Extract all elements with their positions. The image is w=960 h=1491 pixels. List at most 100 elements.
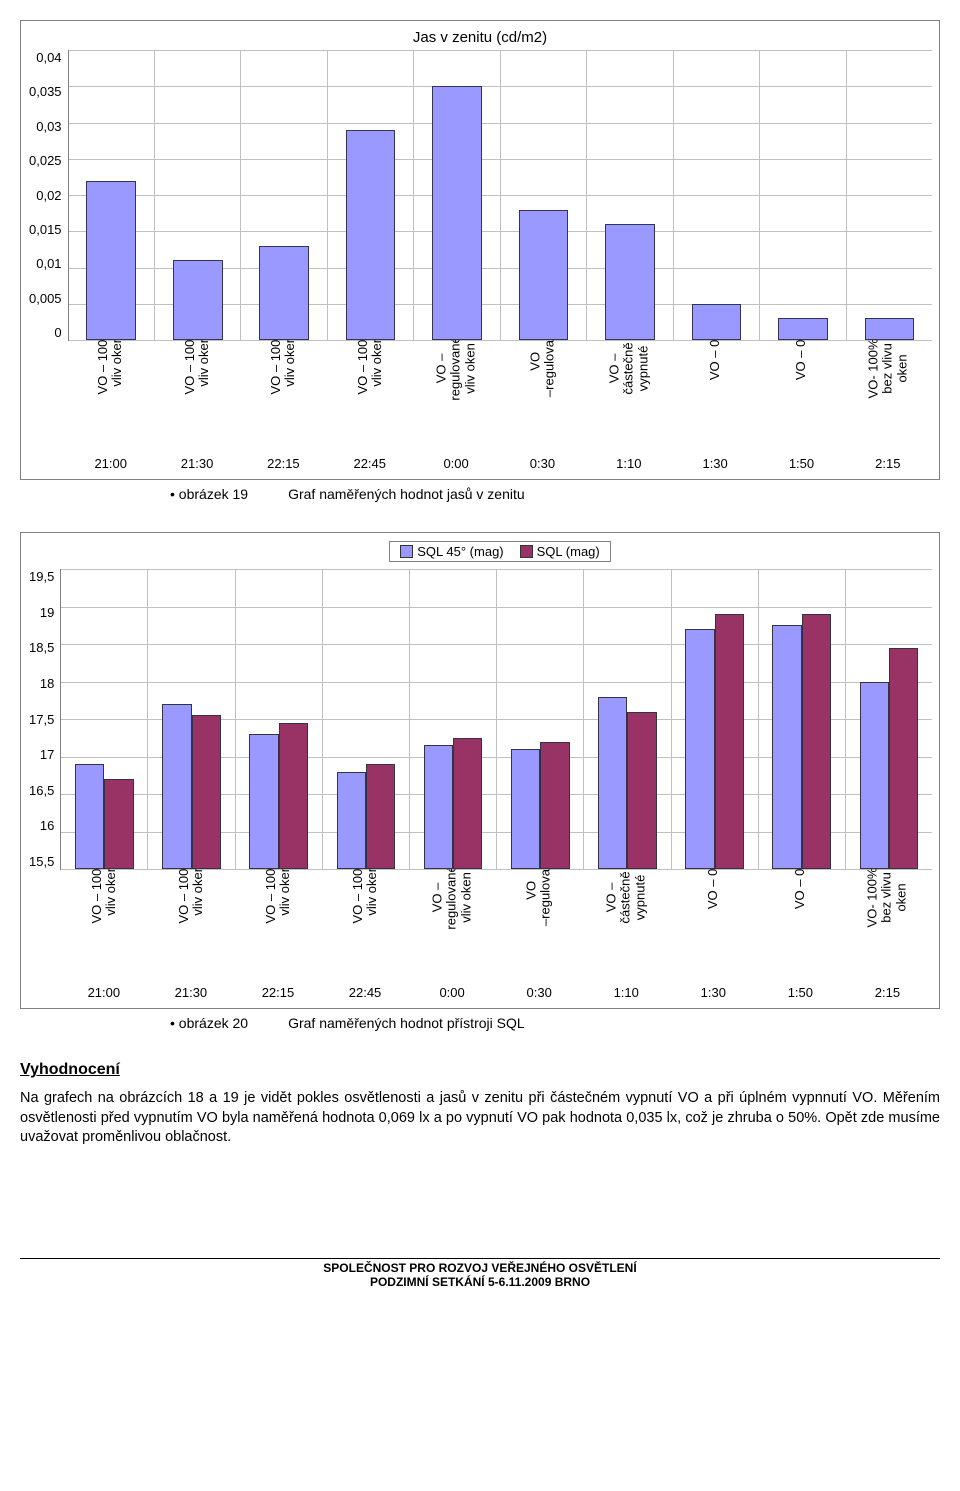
legend-item: SQL 45° (mag) bbox=[400, 544, 503, 559]
bar bbox=[511, 749, 540, 869]
bar bbox=[772, 625, 801, 869]
ytick-label: 0,005 bbox=[29, 291, 62, 306]
caption-2-desc: Graf naměřených hodnot přístroji SQL bbox=[288, 1015, 525, 1031]
chart-1-title: Jas v zenitu (cd/m2) bbox=[29, 29, 931, 46]
ytick-label: 0,025 bbox=[29, 153, 62, 168]
time-label: 22:15 bbox=[240, 451, 326, 475]
page-footer: SPOLEČNOST PRO ROZVOJ VEŘEJNÉHO OSVĚTLEN… bbox=[20, 1258, 940, 1289]
bar bbox=[104, 779, 133, 869]
bar bbox=[424, 745, 453, 869]
ytick-label: 18,5 bbox=[29, 640, 54, 655]
caption-1-desc: Graf naměřených hodnot jasů v zenitu bbox=[288, 486, 525, 502]
bar bbox=[249, 734, 278, 869]
chart-1-yaxis: 0,04 0,035 0,03 0,025 0,02 0,015 0,01 0,005 0 bbox=[29, 50, 68, 340]
caption-1-label: obrázek 19 bbox=[170, 486, 248, 502]
bar bbox=[366, 764, 395, 869]
ytick-label: 16,5 bbox=[29, 783, 54, 798]
bar bbox=[453, 738, 482, 869]
bar bbox=[279, 723, 308, 869]
category-label: VO –částečněvypnuté bbox=[605, 871, 648, 923]
time-label: 21:30 bbox=[147, 980, 234, 1004]
category-label: VO –regulovanévliv oken bbox=[431, 865, 474, 929]
chart-2-plot bbox=[60, 569, 932, 870]
time-label: 1:10 bbox=[583, 980, 670, 1004]
chart-2-xaxis-time: 21:0021:3022:1522:450:000:301:101:301:50… bbox=[60, 980, 931, 1004]
bar bbox=[432, 86, 482, 340]
bar bbox=[259, 246, 309, 340]
legend-label: SQL 45° (mag) bbox=[417, 544, 503, 559]
ytick-label: 0,02 bbox=[36, 188, 61, 203]
time-label: 0:00 bbox=[409, 980, 496, 1004]
legend-item: SQL (mag) bbox=[520, 544, 600, 559]
chart-1-xaxis-labels: VO – 100%vliv okenVO – 100%vliv okenVO –… bbox=[68, 341, 931, 451]
chart-1: Jas v zenitu (cd/m2) 0,040,0350,030,0250… bbox=[20, 20, 940, 480]
section-heading: Vyhodnocení bbox=[20, 1061, 940, 1079]
bar bbox=[605, 224, 655, 340]
caption-2-label: obrázek 20 bbox=[170, 1015, 248, 1031]
legend-label: SQL (mag) bbox=[537, 544, 600, 559]
ytick-label: 16 bbox=[40, 818, 54, 833]
bar bbox=[192, 715, 221, 869]
chart-1-xaxis-time: 21:0021:3022:1522:450:000:301:101:301:50… bbox=[68, 451, 931, 475]
time-label: 22:45 bbox=[322, 980, 409, 1004]
time-label: 2:15 bbox=[844, 980, 931, 1004]
time-label: 1:30 bbox=[670, 980, 757, 1004]
ytick-label: 15,5 bbox=[29, 854, 54, 869]
caption-2: obrázek 20 Graf naměřených hodnot přístr… bbox=[170, 1015, 940, 1031]
ytick-label: 0,035 bbox=[29, 84, 62, 99]
time-label: 22:15 bbox=[234, 980, 321, 1004]
time-label: 0:30 bbox=[496, 980, 583, 1004]
ytick-label: 0,03 bbox=[36, 119, 61, 134]
bar bbox=[337, 772, 366, 870]
category-label: VO- 100%bez vlivuoken bbox=[866, 867, 909, 927]
ytick-label: 18 bbox=[40, 676, 54, 691]
legend-swatch bbox=[520, 545, 533, 558]
ytick-label: 0 bbox=[54, 325, 61, 340]
ytick-label: 19 bbox=[40, 605, 54, 620]
bar bbox=[173, 260, 223, 340]
bar bbox=[685, 629, 714, 869]
legend-swatch bbox=[400, 545, 413, 558]
bar bbox=[865, 318, 915, 340]
bar bbox=[540, 742, 569, 870]
ytick-label: 0,01 bbox=[36, 256, 61, 271]
bar bbox=[860, 682, 889, 870]
chart-2: SQL 45° (mag)SQL (mag) 19,51918,51817,51… bbox=[20, 532, 940, 1009]
time-label: 21:00 bbox=[60, 980, 147, 1004]
category-label: VO –částečněvypnuté bbox=[607, 342, 650, 394]
time-label: 21:00 bbox=[68, 451, 154, 475]
bar bbox=[75, 764, 104, 869]
time-label: 21:30 bbox=[154, 451, 240, 475]
footer-line-1: SPOLEČNOST PRO ROZVOJ VEŘEJNÉHO OSVĚTLEN… bbox=[20, 1261, 940, 1275]
time-label: 1:30 bbox=[672, 451, 758, 475]
category-label: VO- 100%bez vlivuoken bbox=[866, 338, 909, 398]
time-label: 1:50 bbox=[758, 451, 844, 475]
ytick-label: 19,5 bbox=[29, 569, 54, 584]
bar bbox=[802, 614, 831, 869]
ytick-label: 17,5 bbox=[29, 712, 54, 727]
bar bbox=[598, 697, 627, 870]
footer-line-2: PODZIMNÍ SETKÁNÍ 5-6.11.2009 BRNO bbox=[20, 1275, 940, 1289]
chart-2-xaxis-labels: VO – 100%vliv okenVO – 100%vliv okenVO –… bbox=[60, 870, 931, 980]
bar bbox=[889, 648, 918, 869]
caption-1: obrázek 19 Graf naměřených hodnot jasů v… bbox=[170, 486, 940, 502]
time-label: 22:45 bbox=[327, 451, 413, 475]
ytick-label: 0,04 bbox=[36, 50, 61, 65]
chart-2-legend: SQL 45° (mag) SQL (mag) bbox=[389, 541, 610, 562]
time-label: 1:10 bbox=[586, 451, 672, 475]
chart-2-yaxis: 19,5 19 18,5 18 17,5 17 16,5 16 15,5 bbox=[29, 569, 60, 869]
time-label: 1:50 bbox=[757, 980, 844, 1004]
time-label: 2:15 bbox=[845, 451, 931, 475]
ytick-label: 17 bbox=[40, 747, 54, 762]
category-label: VO –regulovanévliv oken bbox=[435, 336, 478, 400]
bar bbox=[715, 614, 744, 869]
chart-1-plot bbox=[68, 50, 932, 341]
bar bbox=[162, 704, 191, 869]
time-label: 0:30 bbox=[499, 451, 585, 475]
bar bbox=[519, 210, 569, 341]
time-label: 0:00 bbox=[413, 451, 499, 475]
bar bbox=[692, 304, 742, 340]
body-paragraph: Na grafech na obrázcích 18 a 19 je vidět… bbox=[20, 1089, 940, 1148]
bar bbox=[627, 712, 656, 870]
ytick-label: 0,015 bbox=[29, 222, 62, 237]
